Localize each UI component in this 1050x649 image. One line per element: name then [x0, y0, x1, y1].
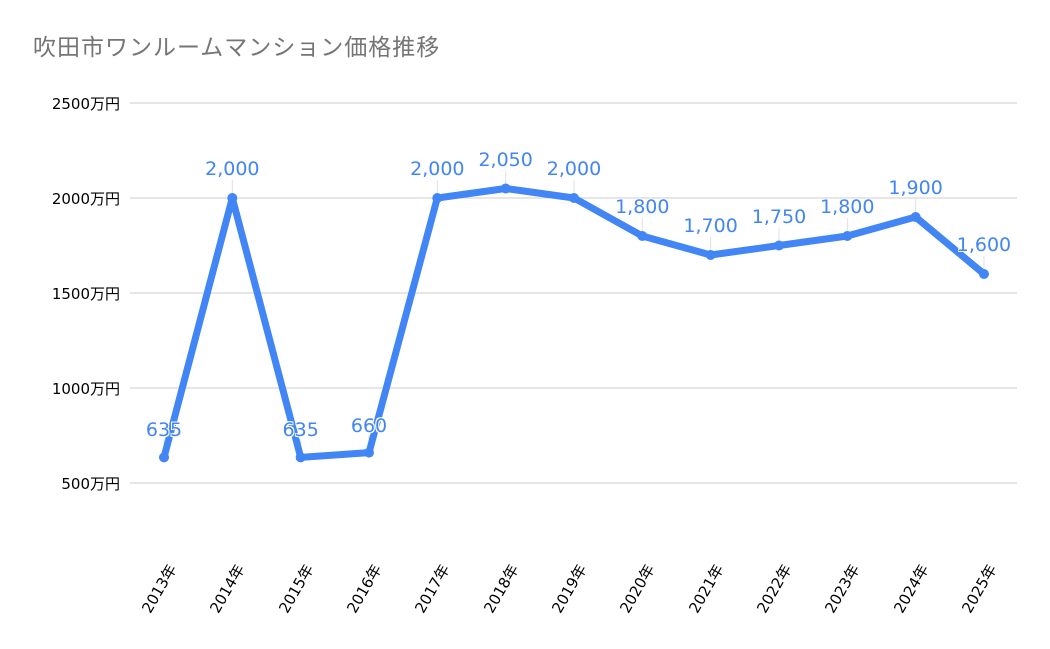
data-point — [978, 269, 989, 279]
data-point — [910, 212, 921, 222]
data-label: 1,900 — [888, 177, 943, 199]
y-tick-label: 500万円 — [61, 475, 120, 493]
data-point — [705, 250, 716, 260]
y-tick-label: 1000万円 — [51, 380, 120, 398]
data-label: 1,700 — [683, 215, 738, 237]
data-label: 635 — [145, 419, 183, 442]
data-point — [227, 193, 238, 203]
chart-title: 吹田市ワンルームマンション価格推移 — [33, 35, 441, 61]
data-point — [159, 452, 169, 463]
y-tick-label: 2500万円 — [51, 95, 120, 113]
y-tick-label: 1500万円 — [51, 285, 120, 303]
data-label: 2,000 — [205, 158, 260, 180]
data-point — [500, 183, 511, 194]
data-label: 635 — [282, 419, 319, 442]
data-label: 2,000 — [410, 158, 465, 180]
data-point — [363, 447, 374, 458]
data-label: 2,000 — [546, 158, 602, 180]
data-label: 1,800 — [615, 196, 670, 218]
data-point — [637, 231, 648, 241]
data-label: 2,050 — [478, 148, 533, 171]
data-point — [432, 193, 443, 203]
data-points — [159, 183, 989, 463]
data-point — [568, 193, 579, 203]
data-label: 1,750 — [751, 205, 807, 228]
price-line — [160, 185, 988, 461]
data-point — [773, 240, 784, 251]
y-tick-label: 2000万円 — [51, 190, 120, 208]
data-point — [295, 452, 306, 463]
data-label: 660 — [350, 414, 388, 437]
data-label: 1,800 — [820, 196, 875, 218]
data-label: 1,600 — [956, 234, 1012, 256]
data-point — [842, 231, 853, 241]
